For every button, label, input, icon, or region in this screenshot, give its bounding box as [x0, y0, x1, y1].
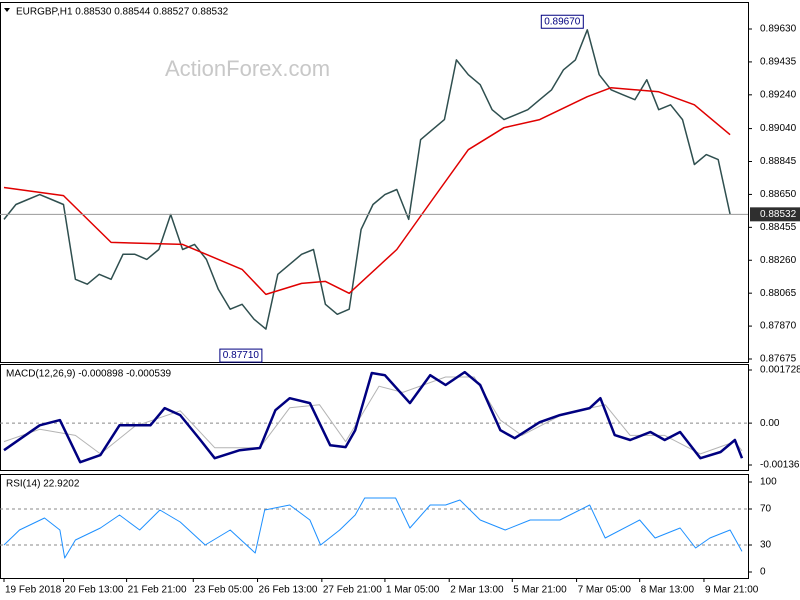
y-tick-label: 0.89040: [760, 123, 797, 134]
series-line: [3, 29, 731, 330]
x-tick-label: 1 Mar 05:00: [386, 585, 440, 596]
y-tick-label: -0.001362: [760, 460, 800, 471]
last-price-label: 0.88532: [760, 209, 797, 220]
series-line: [3, 376, 743, 455]
series-line: [3, 370, 744, 464]
y-tick-label: 0.88260: [760, 255, 797, 266]
panel-title: MACD(12,26,9) -0.000898 -0.000539: [6, 369, 172, 380]
y-tick-label: 100: [760, 477, 777, 488]
x-tick-label: 27 Feb 21:00: [323, 585, 382, 596]
y-tick-label: 0.89630: [760, 24, 797, 35]
y-tick-label: 0.00: [760, 418, 780, 429]
annotation-label: 0.89670: [544, 16, 581, 27]
x-tick-label: 2 Mar 13:00: [450, 585, 504, 596]
panel-frame: [0, 474, 749, 579]
x-tick-label: 7 Mar 05:00: [578, 585, 632, 596]
x-tick-label: 5 Mar 21:00: [513, 585, 567, 596]
x-tick-label: 21 Feb 21:00: [128, 585, 187, 596]
watermark: ActionForex.com: [165, 56, 330, 81]
menu-triangle: [4, 8, 10, 12]
x-tick-label: 8 Mar 13:00: [641, 585, 695, 596]
series-line: [3, 497, 743, 559]
x-tick-label: 23 Feb 05:00: [194, 585, 253, 596]
x-tick-label: 9 Mar 21:00: [705, 585, 759, 596]
y-tick-label: 0.88065: [760, 288, 797, 299]
y-tick-label: 0.88455: [760, 222, 797, 233]
annotation-box: [540, 14, 584, 29]
annotation-label: 0.87710: [223, 350, 260, 361]
y-tick-label: 0.87675: [760, 354, 797, 365]
y-tick-label: 0.001728: [760, 365, 800, 376]
y-tick-label: 30: [760, 540, 772, 551]
x-tick-label: 19 Feb 2018: [5, 585, 62, 596]
y-tick-label: 0.87870: [760, 321, 797, 332]
panel-title: EURGBP,H1 0.88530 0.88544 0.88527 0.8853…: [16, 7, 229, 18]
panel-frame: [0, 364, 749, 471]
x-tick-label: 26 Feb 13:00: [259, 585, 318, 596]
y-tick-label: 0.89435: [760, 57, 797, 68]
annotation-box: [219, 348, 263, 363]
last-price-box: [750, 207, 800, 222]
panel-title: RSI(14) 22.9202: [6, 479, 80, 490]
y-tick-label: 70: [760, 504, 772, 515]
series-line: [3, 86, 731, 296]
x-tick-label: 20 Feb 13:00: [65, 585, 124, 596]
y-tick-label: 0.89240: [760, 89, 797, 100]
y-tick-label: 0.88845: [760, 156, 797, 167]
y-tick-label: 0.88650: [760, 189, 797, 200]
y-tick-label: 0: [760, 567, 766, 578]
panel-frame: [0, 2, 749, 363]
